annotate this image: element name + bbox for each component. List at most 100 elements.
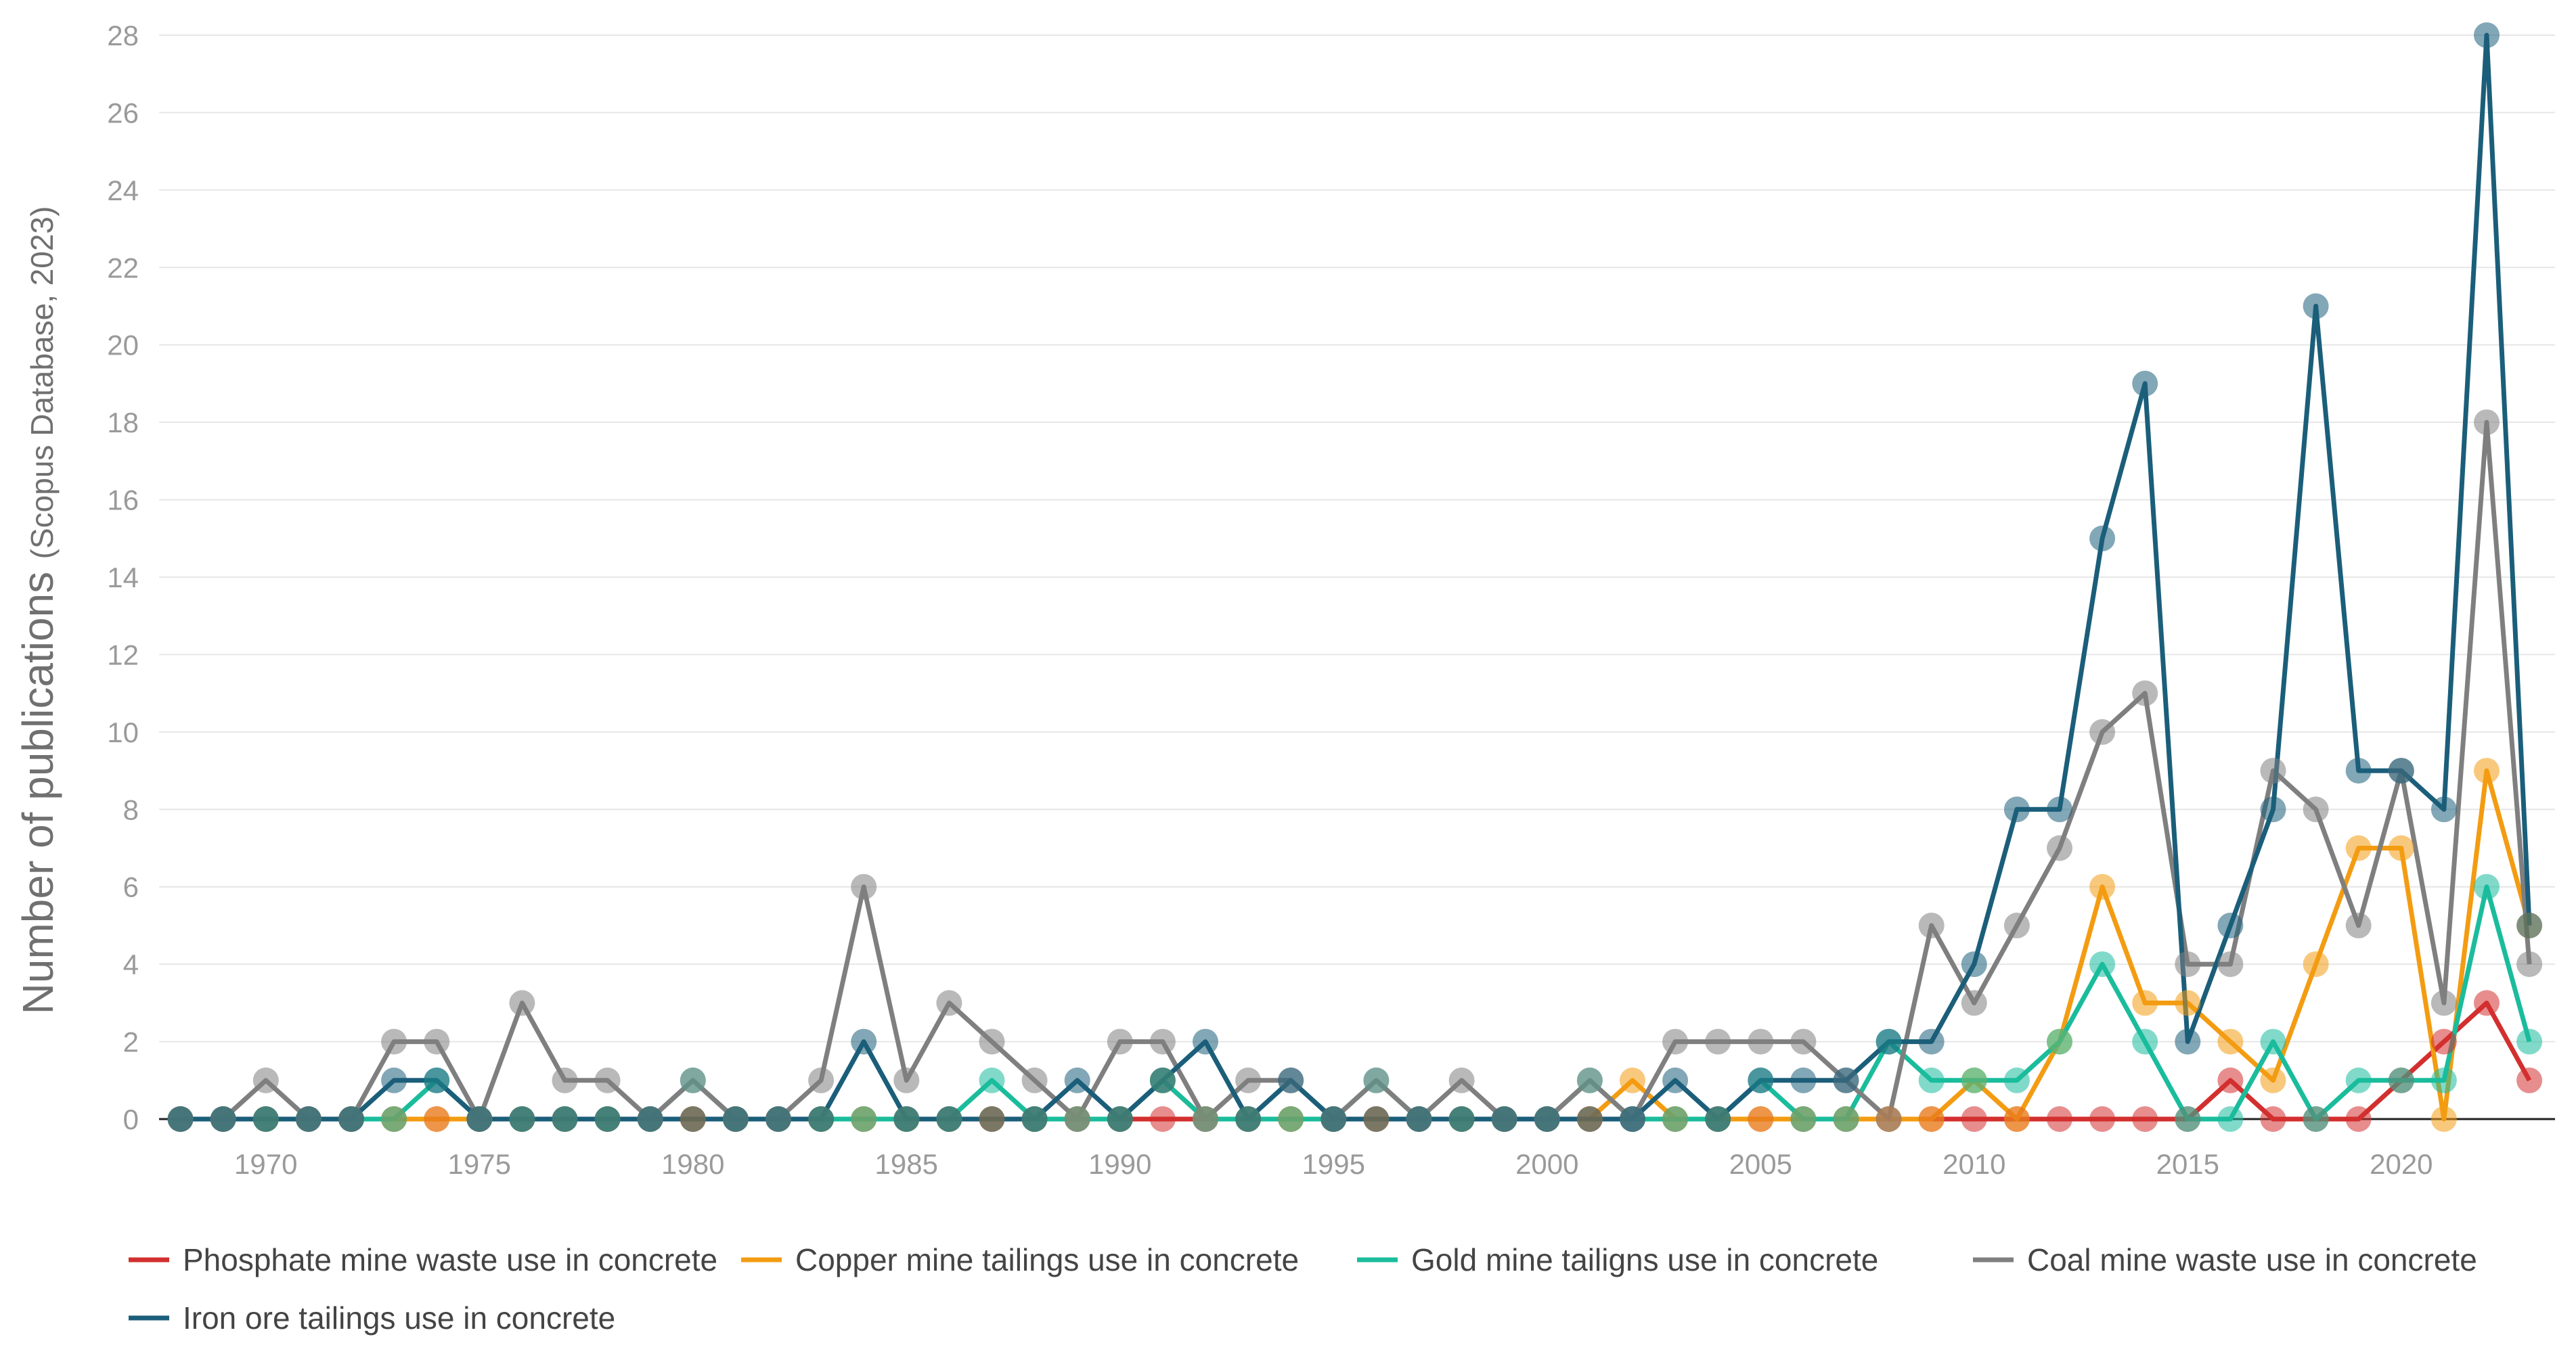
data-point bbox=[2516, 1067, 2543, 1093]
x-tick-label: 2005 bbox=[1729, 1148, 1792, 1180]
data-point bbox=[1748, 1028, 1774, 1055]
data-point bbox=[338, 1106, 364, 1132]
data-point bbox=[2345, 1106, 2372, 1132]
data-point bbox=[252, 1067, 279, 1093]
data-point bbox=[2217, 912, 2244, 938]
x-tick-label: 2000 bbox=[1515, 1148, 1578, 1180]
data-point bbox=[167, 1106, 194, 1132]
data-point bbox=[424, 1067, 450, 1093]
data-point bbox=[1448, 1106, 1475, 1132]
data-point bbox=[851, 1106, 877, 1132]
data-point bbox=[979, 1106, 1005, 1132]
data-point bbox=[424, 1106, 450, 1132]
data-point bbox=[1748, 1106, 1774, 1132]
data-point bbox=[2388, 758, 2414, 784]
data-point bbox=[466, 1106, 493, 1132]
data-point bbox=[1149, 1067, 1176, 1093]
data-point bbox=[2430, 990, 2457, 1016]
data-point bbox=[2217, 1106, 2244, 1132]
data-point bbox=[1363, 1067, 1390, 1093]
data-point bbox=[552, 1067, 578, 1093]
data-point bbox=[1662, 1106, 1689, 1132]
data-point bbox=[210, 1106, 236, 1132]
data-point bbox=[381, 1067, 407, 1093]
data-point bbox=[2132, 990, 2158, 1016]
data-point bbox=[2345, 1067, 2372, 1093]
data-point bbox=[1021, 1067, 1048, 1093]
data-point bbox=[2345, 835, 2372, 861]
data-point bbox=[851, 1028, 877, 1055]
y-tick-label: 16 bbox=[107, 484, 139, 516]
x-tick-label: 1980 bbox=[661, 1148, 724, 1180]
data-point bbox=[2388, 835, 2414, 861]
x-axis-ticks: 1970 1975 1980 1985 1990 1995 2000 2005 2010 2015… bbox=[234, 1148, 2433, 1180]
y-tick-label: 0 bbox=[123, 1104, 139, 1135]
data-point bbox=[1918, 1106, 1945, 1132]
data-point bbox=[2047, 835, 2072, 861]
data-point bbox=[2047, 1028, 2072, 1055]
data-point bbox=[1790, 1067, 1817, 1093]
data-point bbox=[2132, 680, 2158, 706]
data-point bbox=[1875, 1106, 1902, 1132]
data-point bbox=[2089, 525, 2116, 551]
y-tick-label: 8 bbox=[123, 794, 139, 825]
legend: Phosphate mine waste use in concrete Copp… bbox=[129, 1242, 2477, 1336]
data-point bbox=[509, 1106, 535, 1132]
data-point bbox=[2474, 758, 2500, 784]
legend-item: Copper mine tailings use in concrete bbox=[741, 1242, 1299, 1277]
data-point bbox=[381, 1028, 407, 1055]
data-point bbox=[2516, 951, 2543, 978]
y-tick-label: 2 bbox=[123, 1026, 139, 1058]
data-point bbox=[637, 1106, 663, 1132]
data-point bbox=[1320, 1106, 1347, 1132]
data-point bbox=[808, 1067, 835, 1093]
data-point bbox=[2430, 1067, 2457, 1093]
grid-lines bbox=[159, 35, 2555, 1120]
data-point bbox=[2303, 796, 2329, 823]
data-point bbox=[1790, 1028, 1817, 1055]
data-point bbox=[2474, 873, 2500, 900]
data-point bbox=[1278, 1067, 1304, 1093]
data-point bbox=[1278, 1106, 1304, 1132]
data-point bbox=[1448, 1067, 1475, 1093]
data-point bbox=[2175, 951, 2201, 978]
data-point bbox=[2003, 1067, 2030, 1093]
series-points bbox=[167, 22, 2543, 1132]
data-point bbox=[765, 1106, 791, 1132]
data-point bbox=[2260, 1028, 2286, 1055]
x-tick-label: 1970 bbox=[234, 1148, 297, 1180]
data-point bbox=[936, 1106, 962, 1132]
data-point bbox=[2430, 796, 2457, 823]
y-tick-label: 26 bbox=[107, 97, 139, 129]
data-point bbox=[808, 1106, 835, 1132]
data-point bbox=[1662, 1067, 1689, 1093]
data-point bbox=[1576, 1067, 1603, 1093]
data-point bbox=[381, 1106, 407, 1132]
data-point bbox=[2003, 796, 2030, 823]
y-tick-label: 6 bbox=[123, 871, 139, 903]
series-line-3 bbox=[180, 419, 2532, 1122]
data-point bbox=[2303, 293, 2329, 319]
data-point bbox=[295, 1106, 321, 1132]
data-point bbox=[1149, 1028, 1176, 1055]
data-point bbox=[979, 1067, 1005, 1093]
x-tick-label: 2020 bbox=[2370, 1148, 2433, 1180]
data-point bbox=[2217, 951, 2244, 978]
data-point bbox=[594, 1067, 621, 1093]
data-point bbox=[2217, 1067, 2244, 1093]
data-point bbox=[1705, 1028, 1731, 1055]
data-point bbox=[1149, 1106, 1176, 1132]
data-point bbox=[2175, 1028, 2201, 1055]
data-point bbox=[1833, 1106, 1859, 1132]
x-tick-label: 1995 bbox=[1302, 1148, 1365, 1180]
data-point bbox=[1918, 1067, 1945, 1093]
data-point bbox=[594, 1106, 621, 1132]
data-point bbox=[1918, 912, 1945, 938]
data-point bbox=[1193, 1106, 1218, 1132]
data-point bbox=[2132, 1028, 2158, 1055]
data-point bbox=[1576, 1106, 1603, 1132]
y-tick-label: 28 bbox=[107, 20, 139, 51]
data-point bbox=[509, 990, 535, 1016]
data-point bbox=[2089, 951, 2116, 978]
